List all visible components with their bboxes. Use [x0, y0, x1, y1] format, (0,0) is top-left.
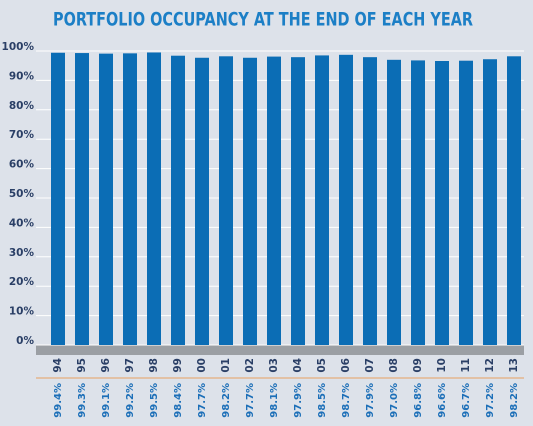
x-tick-label: 98 [148, 358, 160, 373]
value-label: 98.4% [173, 383, 184, 418]
value-label: 99.5% [149, 383, 160, 418]
x-tick-label: 08 [388, 358, 400, 373]
value-label: 97.9% [365, 383, 376, 418]
y-tick-label: 0% [16, 335, 34, 347]
value-label: 96.6% [437, 383, 448, 418]
bar [171, 55, 185, 345]
x-tick-label: 96 [100, 358, 112, 373]
bar [291, 57, 305, 345]
bar [195, 57, 209, 346]
x-tick-label: 12 [484, 358, 496, 373]
y-tick-label: 50% [9, 188, 35, 200]
value-label: 97.0% [389, 383, 400, 418]
x-tick-label: 04 [292, 358, 304, 373]
value-label: 99.3% [77, 383, 88, 418]
x-tick-label: 10 [436, 358, 448, 373]
value-label: 96.8% [413, 383, 424, 418]
value-label: 99.2% [125, 383, 136, 418]
bar [75, 53, 89, 346]
y-tick-label: 70% [9, 129, 35, 141]
x-tick-label: 99 [172, 358, 184, 373]
x-tick-label: 95 [76, 358, 88, 373]
bar [51, 52, 65, 345]
y-tick-label: 100% [2, 41, 35, 53]
value-label: 98.2% [221, 383, 232, 418]
bar [459, 60, 473, 346]
bar [363, 57, 377, 345]
value-label: 97.9% [293, 383, 304, 418]
bar [267, 56, 281, 345]
value-label: 99.4% [53, 383, 64, 418]
baseline-band [36, 345, 524, 355]
y-tick-label: 30% [9, 247, 35, 259]
bar [147, 52, 161, 345]
bar [99, 53, 113, 346]
x-tick-label: 09 [412, 358, 424, 373]
x-tick-label: 03 [268, 358, 280, 373]
value-label: 96.7% [461, 383, 472, 418]
value-label: 99.1% [101, 383, 112, 418]
value-label: 97.7% [245, 383, 256, 418]
x-tick-label: 97 [124, 358, 136, 373]
y-tick-label: 10% [9, 306, 35, 318]
bar [435, 60, 449, 345]
x-tick-label: 06 [340, 358, 352, 373]
x-tick-label: 01 [220, 358, 232, 373]
bar [219, 56, 233, 346]
bar [315, 55, 329, 345]
bar [339, 54, 353, 346]
value-label: 98.7% [341, 383, 352, 418]
bar [507, 56, 521, 346]
y-tick-label: 80% [9, 100, 35, 112]
value-label: 97.2% [485, 383, 496, 418]
y-tick-label: 40% [9, 217, 35, 229]
x-tick-label: 07 [364, 358, 376, 373]
value-label: 97.7% [197, 383, 208, 418]
y-tick-label: 60% [9, 159, 35, 171]
value-label: 98.5% [317, 383, 328, 418]
x-tick-label: 05 [316, 358, 328, 373]
bar [411, 60, 425, 346]
x-tick-label: 13 [508, 358, 520, 373]
x-tick-label: 00 [196, 358, 208, 373]
bar [483, 59, 497, 346]
x-tick-label: 11 [460, 358, 472, 373]
y-tick-label: 90% [9, 70, 35, 82]
bar [123, 53, 137, 346]
bar [243, 57, 257, 346]
x-tick-label: 94 [52, 358, 64, 373]
y-tick-label: 20% [9, 276, 35, 288]
x-tick-label: 02 [244, 358, 256, 373]
value-label: 98.1% [269, 383, 280, 418]
bar [387, 59, 401, 345]
chart-title: PORTFOLIO OCCUPANCY AT THE END OF EACH Y… [53, 9, 473, 31]
value-label: 98.2% [509, 383, 520, 418]
